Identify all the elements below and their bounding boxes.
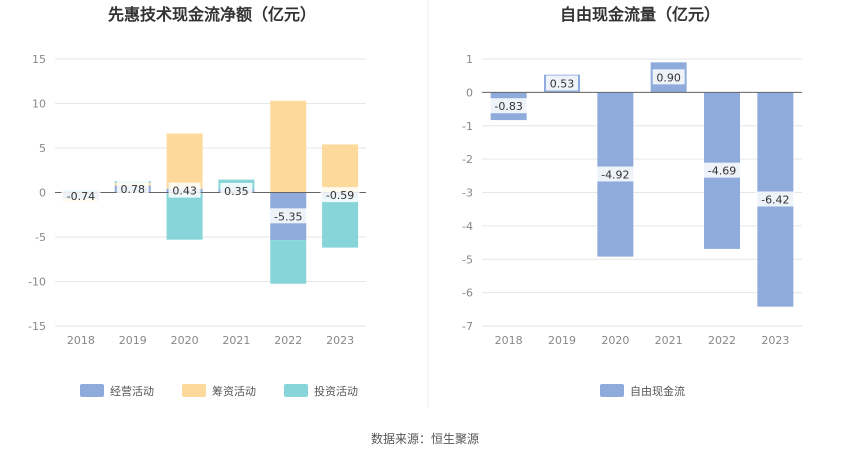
data-label: -5.35	[274, 210, 302, 223]
bar-投资活动	[270, 240, 307, 284]
y-tick-label: -15	[28, 320, 46, 333]
data-label: 0.78	[121, 183, 146, 196]
y-tick-label: 1	[466, 53, 473, 66]
data-label-bg	[220, 182, 253, 198]
y-tick-label: -10	[28, 276, 46, 289]
y-tick-label: -3	[462, 187, 473, 200]
legend-label: 自由现金流	[630, 384, 685, 398]
chart-title-freecashflow: 自由现金流量（亿元）	[560, 5, 720, 24]
free-cashflow-chart: 1 0 -1 -2 -3 -4 -5 -6 -7 2018 2019 2020 2021 2022 2023…	[462, 53, 802, 398]
x-tick-label: 2018	[495, 334, 523, 347]
data-label: -0.74	[67, 190, 95, 203]
bar-筹资活动	[166, 133, 203, 189]
x-tick-label: 2018	[67, 334, 95, 347]
x-tick-label: 2021	[222, 334, 250, 347]
data-label: -0.83	[494, 100, 522, 113]
x-tick-label: 2022	[708, 334, 736, 347]
data-label-bg	[116, 181, 149, 197]
bar-投资活动	[322, 197, 359, 248]
data-label-bg	[61, 187, 101, 203]
data-label-bg	[268, 208, 308, 224]
x-tick-label: 2022	[274, 334, 302, 347]
legend-label: 经营活动	[110, 384, 154, 398]
data-label: -0.59	[326, 189, 354, 202]
data-label-bg	[652, 69, 685, 85]
chart-title-cashflow: 先惠技术现金流净额（亿元）	[108, 5, 316, 24]
y-tick-label: -1	[462, 120, 473, 133]
y-tick-label: 15	[32, 53, 46, 66]
data-label: 0.90	[656, 71, 681, 84]
data-label-bg	[546, 75, 578, 91]
legend-label: 投资活动	[314, 384, 358, 398]
x-tick-label: 2020	[171, 334, 199, 347]
data-label: 0.35	[224, 185, 249, 198]
y-tick-label: 0	[39, 187, 46, 200]
x-tick-label: 2023	[761, 334, 789, 347]
data-label: 0.43	[172, 185, 197, 198]
data-label-bg	[702, 162, 742, 178]
y-tick-label: -2	[462, 153, 473, 166]
x-tick-label: 2019	[548, 334, 576, 347]
y-tick-label: -4	[462, 220, 473, 233]
data-label: -6.42	[761, 194, 789, 207]
legend-swatch	[80, 384, 104, 397]
y-tick-label: -6	[462, 287, 473, 300]
data-label: 0.53	[550, 78, 575, 91]
data-label: -4.92	[601, 168, 629, 181]
data-source-note: 数据来源：恒生聚源	[371, 431, 479, 446]
legend-swatch	[182, 384, 206, 397]
y-tick-label: -5	[35, 231, 46, 244]
y-tick-label: 10	[32, 98, 46, 111]
y-tick-label: 5	[39, 142, 46, 155]
legend-label: 筹资活动	[212, 384, 256, 398]
data-label: -4.69	[708, 165, 736, 178]
legend-swatch	[600, 384, 624, 397]
y-tick-label: -7	[462, 320, 473, 333]
data-label-bg	[168, 182, 201, 198]
bar-筹资活动	[322, 144, 359, 193]
data-label-bg	[489, 98, 529, 114]
x-tick-label: 2023	[326, 334, 354, 347]
cashflow-chart: 15 10 5 0 -5 -10 -15 2018 2019 2020 2021 2022 2023 -0…	[28, 53, 366, 398]
x-tick-label: 2020	[601, 334, 629, 347]
x-tick-label: 2019	[119, 334, 147, 347]
bar-投资活动	[166, 192, 203, 240]
y-tick-label: -5	[462, 253, 473, 266]
data-label-bg	[595, 166, 635, 182]
y-tick-label: 0	[466, 86, 473, 99]
data-label-bg	[755, 191, 795, 207]
bar-筹资活动	[270, 100, 307, 193]
x-tick-label: 2021	[655, 334, 683, 347]
legend-swatch	[284, 384, 308, 397]
data-label-bg	[320, 187, 360, 203]
